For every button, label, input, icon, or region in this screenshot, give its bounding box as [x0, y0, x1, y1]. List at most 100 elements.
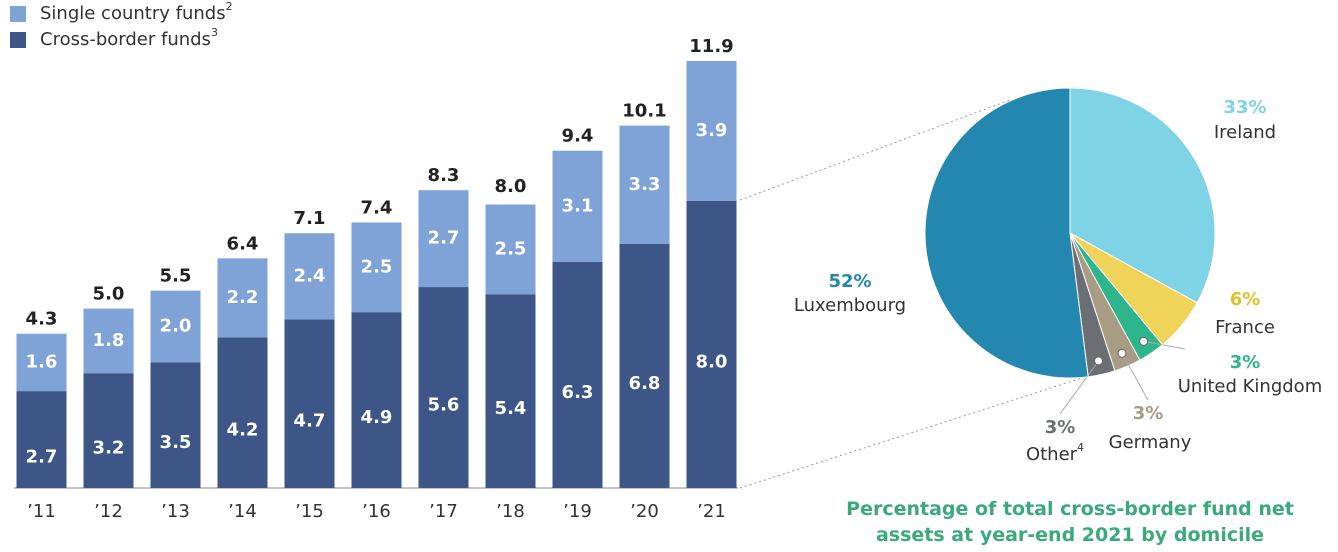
bar-label: 2.5 [361, 256, 393, 277]
bar-label: 2.0 [160, 316, 192, 337]
x-tick-label: ’14 [228, 501, 257, 522]
bar-label: 6.8 [629, 373, 661, 394]
legend-name: Single country funds [40, 3, 226, 24]
pie-percent: 52% [828, 271, 871, 292]
bar-label: 3.5 [160, 432, 192, 453]
pie-label: Other4 [1026, 441, 1084, 465]
bar-segment [619, 125, 670, 244]
x-tick-label: ’15 [295, 501, 324, 522]
bar-segment [686, 61, 737, 201]
bar-segment [418, 287, 469, 488]
bar-segment [418, 190, 469, 288]
pie-label: France [1215, 317, 1275, 338]
pie-title: Percentage of total cross-border fund ne… [846, 498, 1294, 546]
bar-segment [686, 200, 737, 489]
bar-segment [552, 150, 603, 262]
pie-label-name: Germany [1109, 432, 1192, 453]
bar-label: 2.5 [495, 238, 527, 259]
leader-line [1059, 360, 1099, 415]
x-tick-label: ’18 [496, 501, 525, 522]
connector [739, 375, 1089, 489]
total-label: 7.4 [361, 197, 393, 218]
total-label: 4.3 [26, 309, 58, 330]
bar-label: 1.8 [93, 330, 125, 351]
pie-label-name: Other [1026, 444, 1078, 465]
x-tick-label: ’21 [697, 501, 726, 522]
bar-segment [150, 290, 201, 363]
x-tick-label: ’17 [429, 501, 458, 522]
bar-label: 4.7 [294, 411, 326, 432]
x-tick-label: ’12 [94, 501, 123, 522]
slice-dot [1139, 336, 1149, 346]
total-label: 10.1 [622, 101, 666, 122]
pie-percent: 3% [1045, 417, 1076, 438]
bar-label: 3.9 [696, 120, 728, 141]
bar-label: 4.9 [361, 407, 393, 428]
leader-line [1121, 352, 1149, 401]
x-tick-label: ’20 [630, 501, 659, 522]
bar-label: 4.2 [227, 420, 259, 441]
legend-label: Single country funds2 [40, 0, 233, 24]
bar-segment [485, 294, 536, 488]
bar-label: 2.2 [227, 287, 259, 308]
legend-swatch [10, 6, 26, 22]
bar-label: 3.1 [562, 195, 594, 216]
bar-label: 3.2 [93, 438, 125, 459]
pie-label-name: United Kingdom [1178, 376, 1322, 397]
bar-segment [552, 261, 603, 488]
pie-label-footnote: 4 [1077, 441, 1084, 454]
pie-label: Ireland [1214, 122, 1276, 143]
pie-percent: 3% [1230, 352, 1261, 373]
legend-name: Cross-border funds [40, 29, 211, 50]
bar-segment [284, 233, 335, 320]
bar-segment [16, 391, 67, 488]
x-tick-label: ’19 [563, 501, 592, 522]
pie-percent: 3% [1133, 403, 1164, 424]
bar-segment [619, 244, 670, 488]
pie-label-name: Luxembourg [794, 295, 906, 316]
slice-dot [1117, 348, 1127, 358]
bar-segment [83, 373, 134, 488]
bar-segment [83, 308, 134, 374]
pie-label-name: France [1215, 317, 1275, 338]
bar-segment [351, 222, 402, 313]
total-label: 8.3 [428, 165, 460, 186]
total-label: 6.4 [227, 233, 259, 254]
bar-label: 2.7 [428, 228, 460, 249]
slice-dot [1094, 356, 1104, 366]
pie-label: Germany [1109, 432, 1192, 453]
bar-label: 1.6 [26, 351, 58, 372]
leader-line [1143, 340, 1186, 350]
bar-segment [351, 312, 402, 488]
bar-segment [16, 333, 67, 392]
x-tick-label: ’16 [362, 501, 391, 522]
legend-swatch [10, 32, 26, 48]
pie-percent: 33% [1223, 97, 1266, 118]
pie-label: Luxembourg [794, 295, 906, 316]
legend-label: Cross-border funds3 [40, 26, 218, 50]
total-label: 11.9 [689, 36, 733, 57]
pie-label-name: Ireland [1214, 122, 1276, 143]
legend-footnote: 3 [211, 26, 218, 39]
total-label: 5.5 [160, 266, 192, 287]
pie-slice [924, 87, 1089, 379]
pie-slice [1069, 87, 1216, 304]
bar-label: 3.3 [629, 174, 661, 195]
x-tick-label: ’13 [161, 501, 190, 522]
bar-label: 2.7 [26, 447, 58, 468]
legend-footnote: 2 [226, 0, 233, 13]
bar-label: 2.4 [294, 265, 326, 286]
bar-segment [217, 337, 268, 488]
total-label: 9.4 [562, 126, 594, 147]
bar-label: 8.0 [696, 351, 728, 372]
bar-label: 6.3 [562, 382, 594, 403]
pie-label: United Kingdom [1178, 376, 1322, 397]
total-label: 5.0 [93, 284, 125, 305]
bar-label: 5.4 [495, 398, 527, 419]
pie-percent: 6% [1230, 289, 1261, 310]
bar-segment [284, 319, 335, 488]
bar-segment [485, 204, 536, 295]
bar-label: 5.6 [428, 395, 460, 416]
